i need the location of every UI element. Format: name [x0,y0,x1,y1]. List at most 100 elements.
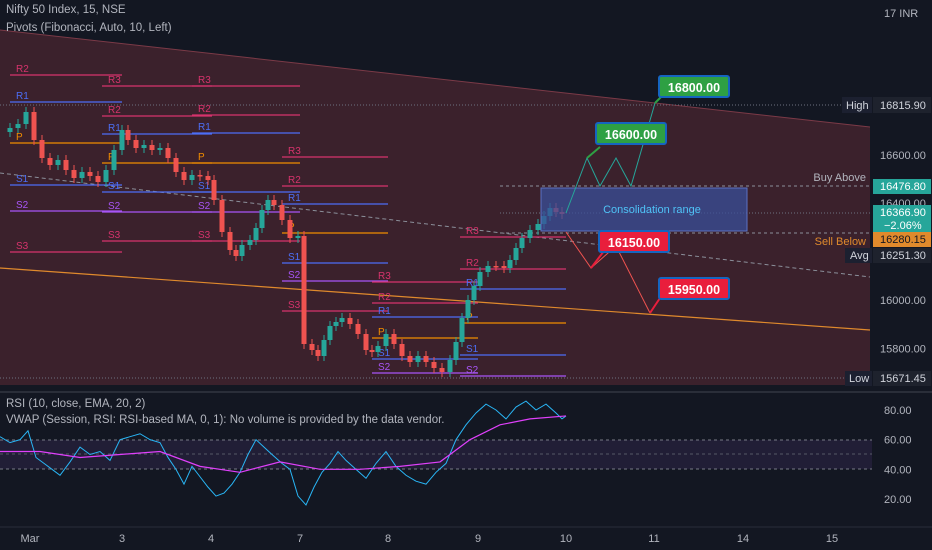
pivot-label: R3 [288,146,301,157]
time-axis[interactable]: Mar 3 4 7 8 9 10 11 14 15 [21,533,839,545]
pivot-label: S3 [108,230,121,241]
candle-body [15,124,21,128]
rsi-pane[interactable] [0,400,872,506]
pivot-label: R1 [288,193,301,204]
buy-above-value: 16476.80 [880,181,926,193]
candle-body [271,200,277,205]
candle-body [23,112,29,124]
candle-body [253,228,259,240]
candle-body [205,176,211,180]
candle-body [87,172,93,176]
last-price-tag: 16366.90 −2.06% [873,205,931,232]
pivot-label: P [378,327,385,338]
candle-body [513,248,519,260]
target-box-16800[interactable]: 16800.00 [658,75,730,98]
pivot-label: R2 [466,258,479,269]
target-box-16150[interactable]: 16150.00 [598,230,670,253]
candle-body [119,130,125,150]
price-axis-bg[interactable] [872,0,932,550]
symbol-legend[interactable]: Nifty 50 Index, 15, NSE [6,4,126,16]
high-label: High [846,100,869,112]
candle-body [493,266,499,268]
dashed-trend-line [0,172,871,278]
arrow-16600 [586,146,601,159]
candle-body [111,150,117,170]
pivot-label: S3 [288,300,301,311]
channel-upper-line [0,29,871,128]
candle-body [471,286,477,300]
candle-body [279,205,285,220]
candle-body [239,245,245,256]
target-box-16600[interactable]: 16600.00 [595,122,667,145]
candle-body [265,200,271,210]
low-label: Low [849,373,869,385]
pivot-label: P [16,132,23,143]
target-16600-text: 16600.00 [605,128,657,142]
vwap-legend[interactable]: VWAP (Session, RSI: RSI-based MA, 0, 1):… [6,414,445,426]
candle-body [259,210,265,228]
candle-body [391,334,397,344]
pivot-label: R1 [198,122,211,133]
pivot-label: S2 [378,362,391,373]
pivots-legend[interactable]: Pivots (Fibonacci, Auto, 10, Left) [6,22,172,34]
candle-body [39,140,45,158]
arrow-15950 [649,297,661,314]
rsi-legend[interactable]: RSI (10, close, EMA, 20, 2) [6,398,146,410]
pivot-label: R3 [198,75,211,86]
pivot-label: R1 [466,278,479,289]
time-tick: 15 [826,533,838,545]
pivot-label: S2 [288,270,301,281]
candle-body [321,340,327,356]
candle-body [347,318,353,324]
time-tick: 9 [475,533,481,545]
candle-body [247,240,253,245]
candle-body [71,170,77,178]
last-price-change: −2.06% [884,220,922,232]
last-price-value: 16366.90 [880,207,926,219]
candle-body [211,180,217,200]
candle-body [375,346,381,352]
candle-body [295,236,301,238]
pivot-label: S1 [198,181,211,192]
pivot-label: S3 [16,241,29,252]
candle-body [165,148,171,158]
time-tick: 7 [297,533,303,545]
target-box-15950[interactable]: 15950.00 [658,277,730,300]
pivot-label: S2 [198,201,211,212]
rsi-axis: 80.00 60.00 40.00 20.00 [884,405,912,506]
candle-body [95,176,101,182]
high-value-tag: 16815.90 [873,97,931,113]
candle-body [197,175,203,177]
pivot-label: R2 [16,64,29,75]
candle-body [485,266,491,272]
currency-label: 17 INR [884,8,918,20]
candle-body [453,342,459,360]
candle-body [423,356,429,362]
candle-body [339,318,345,322]
time-tick: Mar [21,533,40,545]
candle-body [315,350,321,356]
rsi-band [0,440,872,469]
candle-body [407,356,413,362]
pivot-label: S1 [108,181,121,192]
arrow-16150 [590,250,605,269]
pivot-label: S1 [16,174,29,185]
pivot-label: R2 [108,105,121,116]
candle-body [31,112,37,140]
rsi-tick: 80.00 [884,405,912,417]
candle-body [173,158,179,172]
candle-body [333,322,339,326]
avg-label: Avg [850,250,869,262]
regression-channel [0,30,870,385]
bullish-projection-path [565,102,656,214]
time-tick: 14 [737,533,749,545]
rsi-tick: 40.00 [884,464,912,476]
target-15950-text: 15950.00 [668,283,720,297]
price-tick: 16600.00 [880,150,926,162]
candle-body [383,334,389,346]
candle-body [415,356,421,362]
candle-body [233,250,239,256]
pivot-label: S2 [108,201,121,212]
candle-body [63,160,69,170]
